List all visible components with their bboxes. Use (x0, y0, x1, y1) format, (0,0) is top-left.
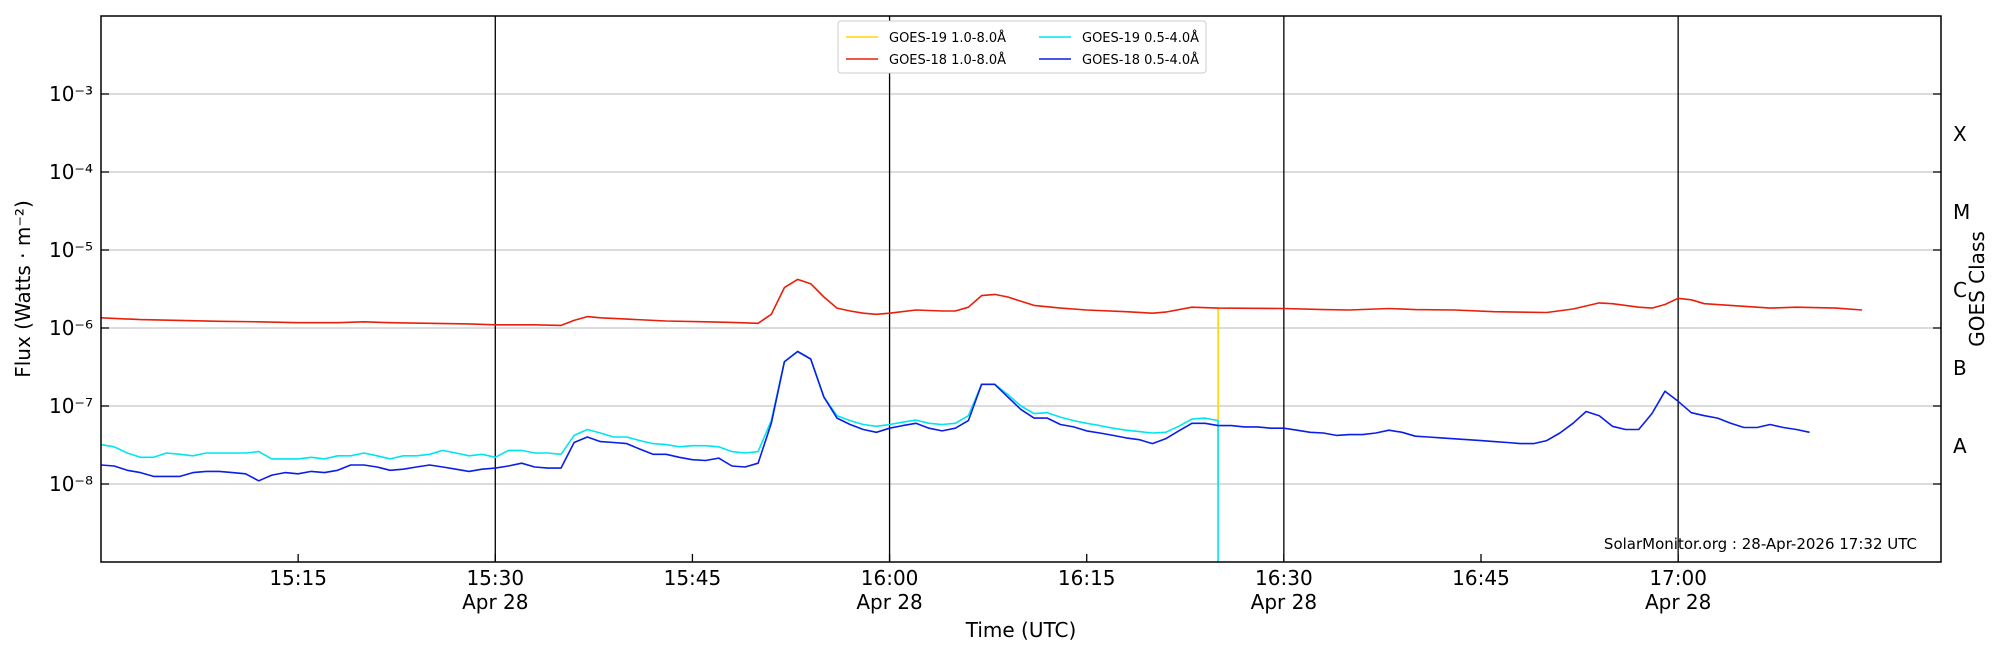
y-axis-label: Flux (Watts · m⁻²) (11, 200, 35, 378)
x-tick-label-3: 16:00 (861, 566, 919, 590)
y-tick-label-2: 10⁻⁶ (49, 316, 93, 340)
x-tick-label-7: 17:00 (1649, 566, 1707, 590)
y-axis-ticks: 10⁻⁸ 10⁻⁷ 10⁻⁶ 10⁻⁵ 10⁻⁴ 10⁻³ (49, 82, 1941, 496)
legend: GOES-19 1.0-8.0Å GOES-18 1.0-8.0Å GOES-19 … (837, 20, 1207, 74)
x-tick-label-2: 15:45 (664, 566, 722, 590)
time-divider-layer (494, 16, 1679, 562)
goes-class-m: M (1953, 200, 1970, 224)
series-layer (100, 278, 1863, 562)
goes-class-a: A (1953, 434, 1967, 458)
legend-label-3: GOES-18 0.5-4.0Å (1082, 52, 1199, 68)
goes-class-axis-label: GOES Class (1965, 231, 1989, 347)
x-tick-label-0: 15:15 (269, 566, 327, 590)
y-tick-label-0: 10⁻⁸ (49, 472, 93, 496)
legend-label-2: GOES-18 1.0-8.0Å (889, 52, 1006, 68)
credit-text: SolarMonitor.org : 28-Apr-2026 17:32 UTC (1604, 535, 1917, 553)
goes-class-b: B (1953, 356, 1967, 380)
x-tick-label-6: 16:45 (1452, 566, 1510, 590)
series-line-1 (100, 350, 1219, 562)
legend-label-0: GOES-19 1.0-8.0Å (889, 30, 1006, 46)
goes-class-c: C (1953, 278, 1967, 302)
y-tick-label-3: 10⁻⁵ (49, 238, 93, 262)
y-tick-label-5: 10⁻³ (49, 82, 93, 106)
y-tick-label-1: 10⁻⁷ (49, 394, 93, 418)
plot-frame (100, 15, 1942, 563)
x-tick-date-5: Apr 28 (1251, 590, 1317, 614)
x-tick-label-5: 16:30 (1255, 566, 1313, 590)
x-tick-date-3: Apr 28 (856, 590, 922, 614)
x-tick-date-7: Apr 28 (1645, 590, 1711, 614)
series-line-3 (100, 350, 1810, 482)
goes-class-x: X (1953, 122, 1967, 146)
x-tick-date-1: Apr 28 (462, 590, 528, 614)
x-axis-label: Time (UTC) (965, 618, 1077, 642)
legend-label-1: GOES-19 0.5-4.0Å (1082, 30, 1199, 46)
y-tick-label-4: 10⁻⁴ (49, 160, 93, 184)
x-tick-label-4: 16:15 (1058, 566, 1116, 590)
series-line-2 (100, 278, 1863, 327)
x-tick-label-1: 15:30 (466, 566, 524, 590)
legend-box (837, 20, 1207, 74)
goes-class-labels: A B C M X (1953, 122, 1970, 458)
